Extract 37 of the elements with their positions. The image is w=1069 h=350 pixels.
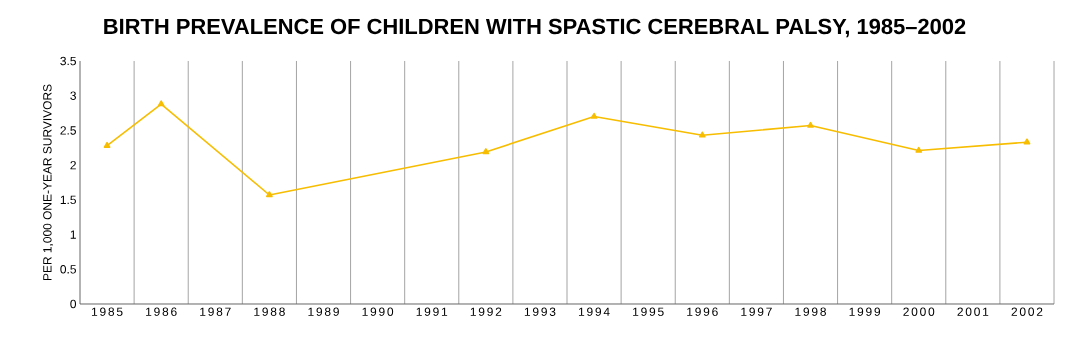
point bbox=[266, 191, 273, 198]
x-tick-label: 1995 bbox=[633, 307, 664, 316]
x-tick-label: 1986 bbox=[146, 307, 177, 316]
y-tick-label: 0 bbox=[70, 299, 77, 309]
y-tick-label: 3.5 bbox=[60, 56, 76, 66]
x-tick-label: 1999 bbox=[849, 307, 881, 316]
y-axis-title: PER 1,000 ONE-YEAR SURVIVORS bbox=[43, 84, 54, 281]
x-tick-label: 1996 bbox=[687, 307, 718, 316]
point bbox=[807, 121, 814, 128]
x-tick-label: 1990 bbox=[362, 307, 394, 316]
x-tick-label: 1989 bbox=[308, 307, 339, 316]
x-tick-label: 1985 bbox=[91, 307, 123, 316]
y-tick-label: 0.5 bbox=[60, 265, 76, 274]
point bbox=[698, 131, 706, 138]
point bbox=[482, 148, 490, 155]
chart-title: BIRTH PREVALENCE OF CHILDREN WITH SPASTIC CEREBRAL PALSY, 1985–2002 bbox=[104, 18, 966, 38]
x-tick-label: 1994 bbox=[578, 307, 610, 316]
x-tick-label: 1988 bbox=[254, 307, 285, 316]
point bbox=[103, 141, 111, 148]
x-tick-label: 1997 bbox=[741, 307, 772, 316]
y-tick-label: 1.5 bbox=[60, 195, 76, 205]
x-tick-label: 2000 bbox=[903, 307, 935, 316]
point bbox=[915, 146, 923, 153]
x-tick-label: 2002 bbox=[1011, 307, 1043, 316]
point bbox=[590, 112, 598, 119]
x-tick-label: 1987 bbox=[200, 307, 231, 316]
x-tick-label: 1993 bbox=[524, 307, 556, 316]
x-tick-label: 1992 bbox=[470, 307, 502, 316]
y-tick-label: 2.5 bbox=[60, 126, 76, 135]
y-tick-label: 3 bbox=[70, 91, 76, 100]
y-tick-label: 2 bbox=[70, 160, 76, 170]
y-tick-label: 1 bbox=[70, 230, 76, 239]
x-tick-label: 1998 bbox=[795, 307, 826, 316]
point bbox=[1023, 138, 1031, 145]
x-tick-label: 1991 bbox=[416, 307, 448, 316]
x-tick-label: 2001 bbox=[957, 307, 989, 316]
point bbox=[157, 100, 165, 107]
